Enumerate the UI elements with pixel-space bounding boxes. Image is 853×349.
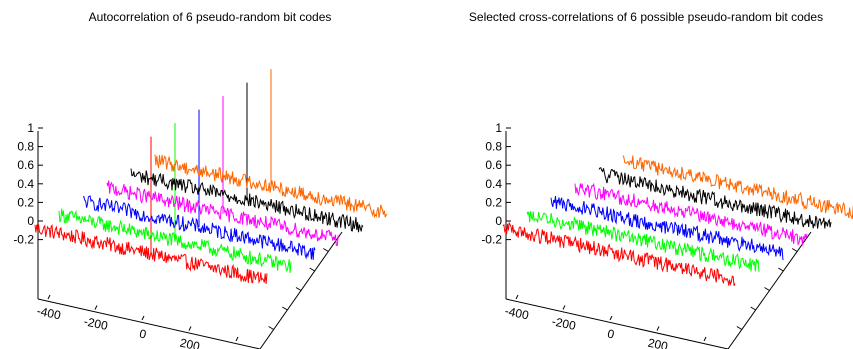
x-tick-mark: [515, 294, 519, 300]
y-tick-mark: [736, 326, 743, 330]
series-trace: [574, 182, 808, 246]
x-tick-label: -400: [504, 304, 531, 323]
z-tick-label: 0: [27, 214, 34, 228]
autocorrelation-chart: Autocorrelation of 6 pseudo-random bit c…: [13, 10, 388, 349]
x-tick-label: -200: [551, 314, 578, 333]
z-tick-label: 0.4: [485, 177, 502, 191]
x-tick-label: 0: [606, 327, 616, 342]
z-tick-label: 0.6: [17, 158, 34, 172]
x-tick-mark: [47, 294, 51, 300]
x-tick-label: 0: [138, 327, 148, 342]
y-tick-mark: [764, 287, 770, 291]
y-tick-mark: [323, 248, 329, 252]
z-tick-label: 0.2: [485, 195, 502, 209]
y-tick-mark: [750, 306, 756, 311]
x-tick-mark: [141, 315, 145, 321]
x-axis-line: [505, 298, 729, 349]
series-trace: [502, 221, 736, 287]
x-tick-label: 200: [647, 336, 670, 349]
x-tick-mark: [235, 336, 239, 342]
z-tick-label: 1: [495, 121, 502, 135]
z-tick-label: -0.2: [13, 233, 34, 247]
z-tick-label: 0.6: [485, 158, 502, 172]
z-tick-label: 0.4: [17, 177, 34, 191]
y-tick-mark: [295, 287, 302, 291]
x-tick-mark: [94, 305, 98, 310]
z-tick-label: 0.8: [17, 140, 34, 154]
chart-title: Selected cross-correlations of 6 possibl…: [469, 10, 823, 24]
chart-title: Autocorrelation of 6 pseudo-random bit c…: [89, 10, 332, 24]
x-axis-line: [37, 298, 261, 349]
series-trace: [550, 195, 784, 261]
y-tick-mark: [282, 306, 288, 311]
x-tick-label: 400: [226, 346, 249, 349]
series-trace: [58, 208, 292, 274]
z-tick-label: 0: [495, 214, 502, 228]
x-tick-label: 200: [179, 336, 202, 349]
y-tick-mark: [791, 248, 798, 252]
x-tick-label: -200: [83, 314, 110, 333]
z-tick-label: 0.8: [485, 140, 502, 154]
x-tick-mark: [656, 326, 660, 331]
y-tick-mark: [309, 267, 315, 272]
x-tick-mark: [188, 326, 192, 331]
x-tick-mark: [609, 315, 613, 321]
z-tick-label: 1: [27, 121, 34, 135]
x-tick-mark: [703, 336, 707, 342]
z-tick-label: -0.2: [481, 233, 502, 247]
series-trace: [83, 195, 316, 260]
x-tick-label: 400: [694, 346, 717, 349]
y-tick-mark: [778, 267, 784, 272]
z-tick-label: 0.2: [17, 195, 34, 209]
series-trace: [526, 211, 760, 272]
x-tick-mark: [562, 305, 566, 310]
x-tick-label: -400: [36, 304, 63, 323]
series-trace: [622, 155, 853, 220]
y-tick-mark: [268, 326, 274, 330]
cross-correlation-chart: Selected cross-correlations of 6 possibl…: [469, 10, 853, 349]
series-trace: [598, 167, 832, 229]
